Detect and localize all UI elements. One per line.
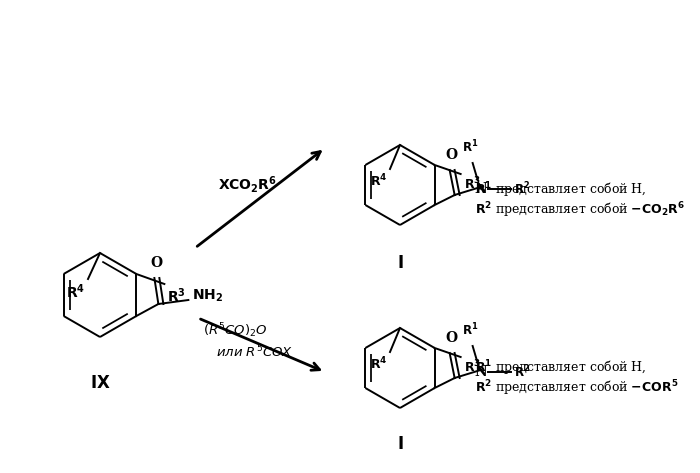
Text: O: O	[150, 256, 162, 270]
Text: N: N	[475, 182, 487, 196]
Text: $\mathbf{R^4}$: $\mathbf{R^4}$	[66, 282, 85, 301]
Text: $\mathbf{R^1}$: $\mathbf{R^1}$	[463, 139, 479, 155]
Text: $\mathbf{R^3}$: $\mathbf{R^3}$	[463, 176, 481, 193]
Text: $\mathbf{R^3}$: $\mathbf{R^3}$	[463, 359, 481, 376]
Text: $\mathbf{R^2}$ представляет собой $\mathbf{-COR^5}$: $\mathbf{R^2}$ представляет собой $\math…	[475, 378, 678, 398]
Text: $\mathbf{R^3}$: $\mathbf{R^3}$	[167, 286, 186, 305]
Text: O: O	[446, 148, 458, 162]
Text: $\mathbf{R^2}$ представляет собой $\mathbf{-CO_2R^6}$: $\mathbf{R^2}$ представляет собой $\math…	[475, 200, 685, 220]
Text: $\mathbf{R^1}$ представляет собой H,: $\mathbf{R^1}$ представляет собой H,	[475, 358, 647, 378]
Text: N: N	[475, 365, 487, 379]
Text: $\mathbf{I}$: $\mathbf{I}$	[397, 436, 403, 453]
Text: $\mathbf{XCO_2R^6}$: $\mathbf{XCO_2R^6}$	[218, 174, 277, 195]
Text: $\mathbf{R^2}$: $\mathbf{R^2}$	[514, 364, 530, 380]
Text: O: O	[446, 331, 458, 345]
Text: $\mathbf{R^1}$: $\mathbf{R^1}$	[463, 321, 479, 338]
Text: $\mathbf{I}$: $\mathbf{I}$	[397, 255, 403, 272]
Text: $\mathbf{R^4}$: $\mathbf{R^4}$	[370, 173, 387, 190]
Text: $\mathbf{NH_2}$: $\mathbf{NH_2}$	[193, 288, 223, 304]
Text: $\mathbf{R^1}$ представляет собой H,: $\mathbf{R^1}$ представляет собой H,	[475, 180, 647, 200]
Text: $\mathbf{R^4}$: $\mathbf{R^4}$	[370, 356, 387, 373]
Text: $\mathbf{IX}$: $\mathbf{IX}$	[90, 375, 111, 392]
Text: $\mathit{или\ R^5COX}$: $\mathit{или\ R^5COX}$	[216, 343, 293, 360]
Text: $\mathbf{R^2}$: $\mathbf{R^2}$	[514, 181, 530, 197]
Text: $(\mathit{R^5CO})_2O$: $(\mathit{R^5CO})_2O$	[203, 321, 267, 340]
